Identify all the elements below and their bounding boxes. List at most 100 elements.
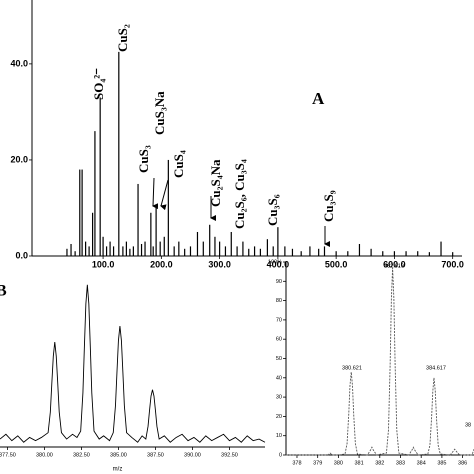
x-tick-label: 387.50 (147, 452, 164, 458)
x-tick-label: 383 (396, 460, 405, 466)
annotation: Cu₃S₉ (321, 190, 336, 222)
x-tick-label: 392.50 (221, 452, 238, 458)
x-tick-label: 700.0 (441, 259, 464, 269)
spectrum-line (286, 267, 474, 456)
x-tick-label: 600.0 (383, 259, 406, 269)
peak (140, 243, 143, 256)
peak (105, 246, 108, 256)
peak (393, 251, 396, 256)
x-tick-label: 300.0 (208, 259, 231, 269)
spectrum-line (0, 284, 266, 443)
peak (184, 248, 186, 256)
y-tick-label: 60 (276, 337, 282, 343)
y-tick-label: 40.0 (10, 58, 28, 68)
x-tick-label: 200.0 (150, 259, 173, 269)
annotation: CuS₄ (171, 150, 186, 178)
arrows (152, 177, 330, 247)
peak (253, 246, 256, 256)
peak (266, 239, 268, 256)
peak (70, 243, 72, 256)
x-tick-label: 381 (354, 460, 363, 466)
peak (277, 227, 279, 256)
peak (144, 241, 146, 256)
annotation: Cu₂S₄Na (208, 159, 223, 207)
panel-label: B (0, 283, 7, 300)
annotation: 38 (465, 422, 471, 428)
x-tick-label: 385.00 (110, 452, 127, 458)
x-tick-label: 384 (417, 460, 426, 466)
x-tick-label: 382 (375, 460, 384, 466)
peak (152, 246, 154, 256)
peak (370, 248, 372, 256)
peak (428, 252, 430, 256)
x-tick-label: 385 (437, 460, 446, 466)
peak (323, 246, 326, 256)
peak (196, 231, 199, 256)
y-tick-label: 0 (279, 452, 282, 458)
peak (102, 236, 104, 256)
peak (109, 241, 111, 256)
peak (122, 246, 124, 256)
peak (88, 246, 90, 256)
peak (236, 246, 238, 256)
peak (214, 236, 216, 256)
x-tick-label: 500.0 (325, 259, 348, 269)
peak (242, 241, 244, 256)
annotation: Cu₂S₆, Cu₃S₄ (232, 159, 247, 229)
y-tick-label: 10 (276, 433, 282, 439)
x-tick-label: 377.50 (0, 452, 16, 458)
peak (358, 243, 361, 256)
peak (405, 251, 407, 256)
y-tick-label: 20 (276, 414, 282, 420)
peak (309, 246, 311, 256)
annotation: CuS₃Na (152, 91, 167, 135)
peak (224, 246, 227, 256)
peak (150, 212, 152, 256)
annotation: CuS₃ (136, 145, 151, 173)
peak (440, 241, 442, 256)
y-tick-label: 50 (276, 356, 282, 362)
peak (118, 51, 120, 256)
peak (189, 246, 192, 256)
panel: 100.0 200.0 300.0 400.0 500.0 600.0 700.0 0.0 20… (10, 0, 464, 269)
y-tick-label: 30 (276, 395, 282, 401)
peak (99, 97, 101, 256)
y-tick-label: 80 (276, 298, 282, 304)
peak (129, 248, 131, 256)
peak (335, 251, 337, 256)
peak (167, 159, 169, 256)
peak (382, 251, 384, 256)
peak (230, 231, 232, 256)
peak (94, 131, 96, 256)
peak (91, 212, 94, 256)
peak (272, 246, 274, 256)
panel-label: A (312, 89, 325, 108)
peak (300, 251, 302, 256)
peak (155, 207, 157, 256)
peak (248, 248, 250, 256)
peak (85, 241, 87, 256)
arrow (160, 179, 169, 211)
peak (66, 248, 68, 256)
peak (202, 241, 204, 256)
annotation: 380.621 (342, 365, 362, 371)
peak (81, 169, 83, 256)
peak (112, 246, 115, 256)
panel: 378 379 380 381 382 383 384 385 3860102030405060… (268, 259, 474, 466)
peak (163, 236, 165, 256)
peak (284, 246, 286, 256)
peak (178, 241, 180, 256)
peak (291, 248, 294, 256)
peak (79, 169, 81, 256)
y-tick-label: 0.0 (15, 250, 28, 260)
x-tick-label: 386 (458, 460, 467, 466)
peak (74, 251, 76, 256)
x-tick-label: 380 (334, 460, 343, 466)
peak (137, 183, 139, 256)
peak (125, 241, 127, 256)
x-tick-label: 378 (292, 460, 301, 466)
annotation: 382.619 (384, 263, 404, 269)
panel: 377.50 380.00 382.50 385.00 387.50 390.00 392.… (0, 283, 266, 473)
x-tick-label: 379 (313, 460, 322, 466)
